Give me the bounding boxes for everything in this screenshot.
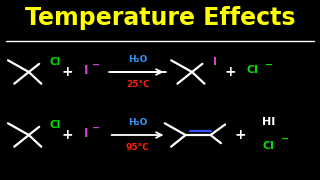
Text: −: − xyxy=(281,134,289,144)
Text: +: + xyxy=(225,65,236,79)
Text: Cl: Cl xyxy=(263,141,275,151)
Text: 25°C: 25°C xyxy=(126,80,149,89)
Text: −: − xyxy=(265,60,273,70)
Text: H₂O: H₂O xyxy=(128,55,147,64)
Text: −: − xyxy=(92,123,100,133)
Text: +: + xyxy=(61,128,73,142)
Text: −: − xyxy=(92,60,100,70)
Text: H₂O: H₂O xyxy=(128,118,147,127)
Text: HI: HI xyxy=(262,117,276,127)
Text: I: I xyxy=(84,127,89,140)
Text: +: + xyxy=(234,128,246,142)
Text: +: + xyxy=(61,65,73,79)
Text: Cl: Cl xyxy=(49,57,61,67)
Text: I: I xyxy=(84,64,89,77)
Text: Cl: Cl xyxy=(247,65,259,75)
Text: I: I xyxy=(212,57,217,67)
Text: 95°C: 95°C xyxy=(126,143,149,152)
Text: Temperature Effects: Temperature Effects xyxy=(25,6,295,30)
Text: Cl: Cl xyxy=(49,120,61,130)
